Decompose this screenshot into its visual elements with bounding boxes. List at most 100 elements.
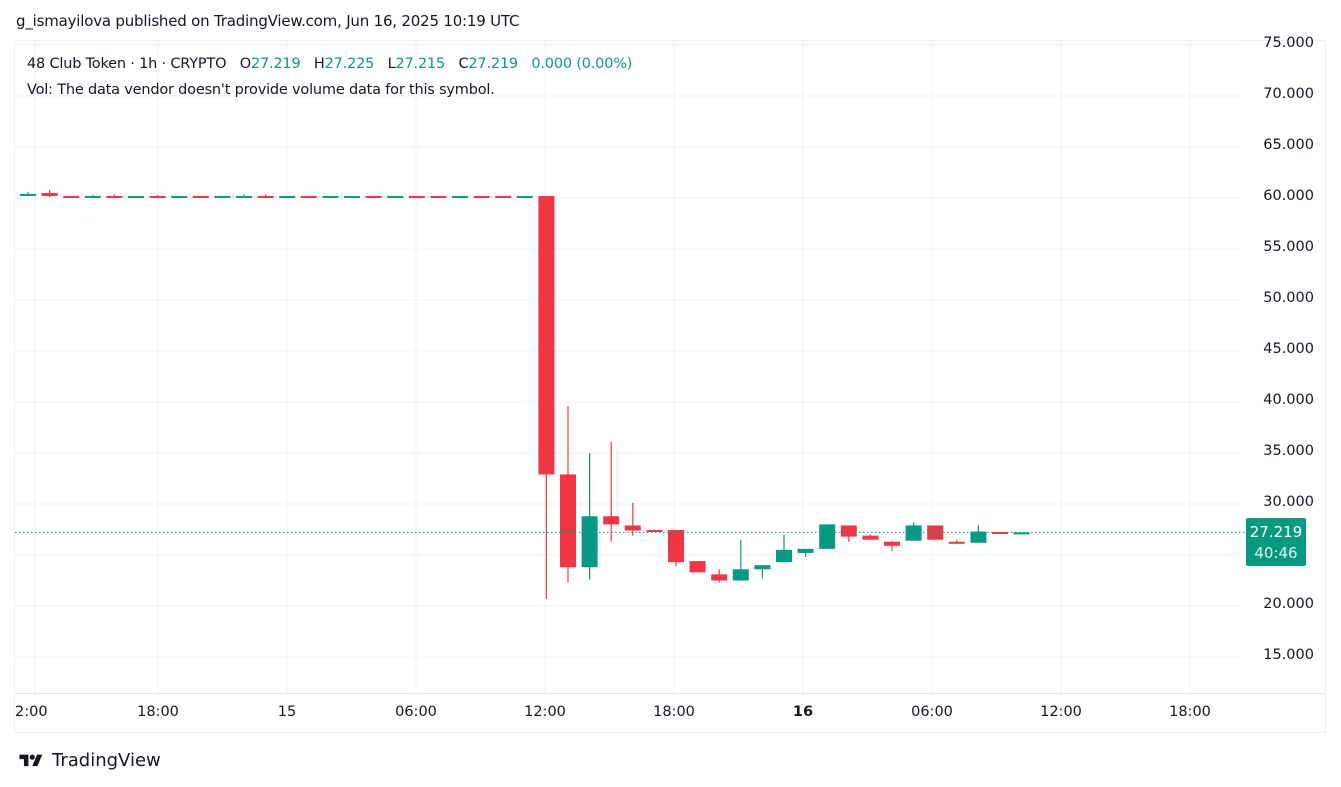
last-price-value: 27.219: [1249, 523, 1303, 541]
candle[interactable]: [668, 530, 684, 567]
candle[interactable]: [106, 194, 123, 198]
candle[interactable]: [905, 522, 922, 541]
candle[interactable]: [776, 534, 792, 563]
price-axis-label: 75.000: [1263, 35, 1314, 51]
candle[interactable]: [1013, 532, 1030, 535]
price-axis-label: 60.000: [1263, 188, 1314, 204]
candle-body: [970, 531, 987, 543]
candle-body: [387, 195, 404, 198]
ohlc-row: 48 Club Token · 1h · CRYPTO O27.219 H27.…: [27, 54, 632, 80]
candle-body: [344, 195, 360, 198]
chart-frame[interactable]: [14, 40, 1326, 733]
time-axis-label: 18:00: [137, 704, 179, 720]
open-value: 27.219: [250, 56, 301, 72]
candle-body: [905, 525, 922, 541]
candle[interactable]: [387, 195, 404, 198]
candle[interactable]: [149, 194, 166, 198]
candle-body: [581, 516, 598, 568]
price-axis-label: 45.000: [1263, 341, 1314, 357]
candle[interactable]: [819, 524, 836, 549]
candle[interactable]: [495, 195, 512, 198]
candle[interactable]: [797, 548, 814, 558]
time-axis-label: 18:00: [1169, 704, 1211, 720]
volume-notice: Vol: The data vendor doesn't provide vol…: [27, 82, 495, 98]
candle[interactable]: [603, 441, 620, 542]
candle[interactable]: [538, 195, 555, 599]
candle[interactable]: [754, 565, 771, 579]
time-axis-label: 16: [792, 704, 814, 720]
published-by-line: g_ismayilova published on TradingView.co…: [16, 12, 520, 30]
candle[interactable]: [365, 195, 382, 198]
candle[interactable]: [171, 195, 188, 198]
candle[interactable]: [862, 534, 879, 540]
candle-body: [884, 541, 900, 546]
bar-countdown: 40:46: [1254, 544, 1298, 562]
candle[interactable]: [20, 191, 36, 196]
candle-body: [300, 195, 317, 198]
candle[interactable]: [430, 195, 447, 198]
chart-legend: 48 Club Token · 1h · CRYPTO O27.219 H27.…: [27, 54, 632, 106]
brand-name: TradingView: [52, 750, 161, 771]
candle[interactable]: [948, 539, 965, 544]
candle-body: [63, 195, 80, 198]
tradingview-logo-icon: [19, 754, 43, 766]
candle-body: [106, 195, 123, 198]
candle-body: [408, 195, 425, 198]
time-axis-label: 2:00: [15, 704, 48, 720]
time-axis-label: 12:00: [1040, 704, 1082, 720]
candle[interactable]: [279, 195, 296, 198]
low-label: L: [387, 56, 396, 72]
candle[interactable]: [214, 195, 231, 198]
time-axis-label: 15: [277, 704, 297, 720]
symbol-title[interactable]: 48 Club Token · 1h · CRYPTO: [27, 56, 227, 72]
candle[interactable]: [300, 195, 317, 198]
candle[interactable]: [473, 195, 490, 198]
candle[interactable]: [711, 569, 728, 583]
candle[interactable]: [344, 195, 360, 198]
candle-body: [430, 195, 447, 198]
candle-body: [1013, 532, 1030, 535]
time-axis-label: 12:00: [524, 704, 566, 720]
candle-body: [171, 195, 188, 198]
candle-body: [84, 195, 101, 198]
candle[interactable]: [236, 194, 252, 198]
candle[interactable]: [84, 194, 101, 198]
candle-body: [840, 525, 857, 537]
candle[interactable]: [840, 525, 857, 542]
candle[interactable]: [41, 189, 58, 197]
candle-body: [473, 195, 490, 198]
candle-body: [279, 195, 296, 198]
candle[interactable]: [581, 453, 598, 580]
candle[interactable]: [322, 195, 339, 198]
candle-body: [20, 193, 36, 196]
price-axis-label: 70.000: [1263, 86, 1314, 102]
candle[interactable]: [624, 502, 641, 536]
candle[interactable]: [884, 540, 900, 551]
price-axis-label: 50.000: [1263, 290, 1314, 306]
candle-body: [516, 195, 533, 198]
candle-body: [646, 530, 663, 533]
tradingview-brand[interactable]: TradingView: [16, 750, 161, 771]
high-value: 27.225: [324, 56, 375, 72]
candle-body: [776, 549, 792, 563]
candle[interactable]: [63, 195, 80, 198]
candle-body: [732, 569, 749, 581]
candle[interactable]: [257, 194, 274, 198]
candle[interactable]: [970, 525, 987, 543]
candle-body: [754, 565, 771, 570]
candle[interactable]: [689, 561, 706, 573]
candle[interactable]: [560, 406, 576, 583]
price-axis-label: 15.000: [1263, 647, 1314, 663]
candle[interactable]: [732, 539, 749, 581]
candle-body: [992, 531, 1008, 534]
candle[interactable]: [516, 195, 533, 198]
candle[interactable]: [646, 529, 663, 533]
candle[interactable]: [452, 195, 468, 198]
candle[interactable]: [128, 195, 144, 198]
high-label: H: [313, 56, 325, 72]
candle-body: [948, 541, 965, 544]
candle-body: [538, 195, 555, 475]
candle[interactable]: [192, 195, 209, 198]
candle[interactable]: [408, 195, 425, 198]
